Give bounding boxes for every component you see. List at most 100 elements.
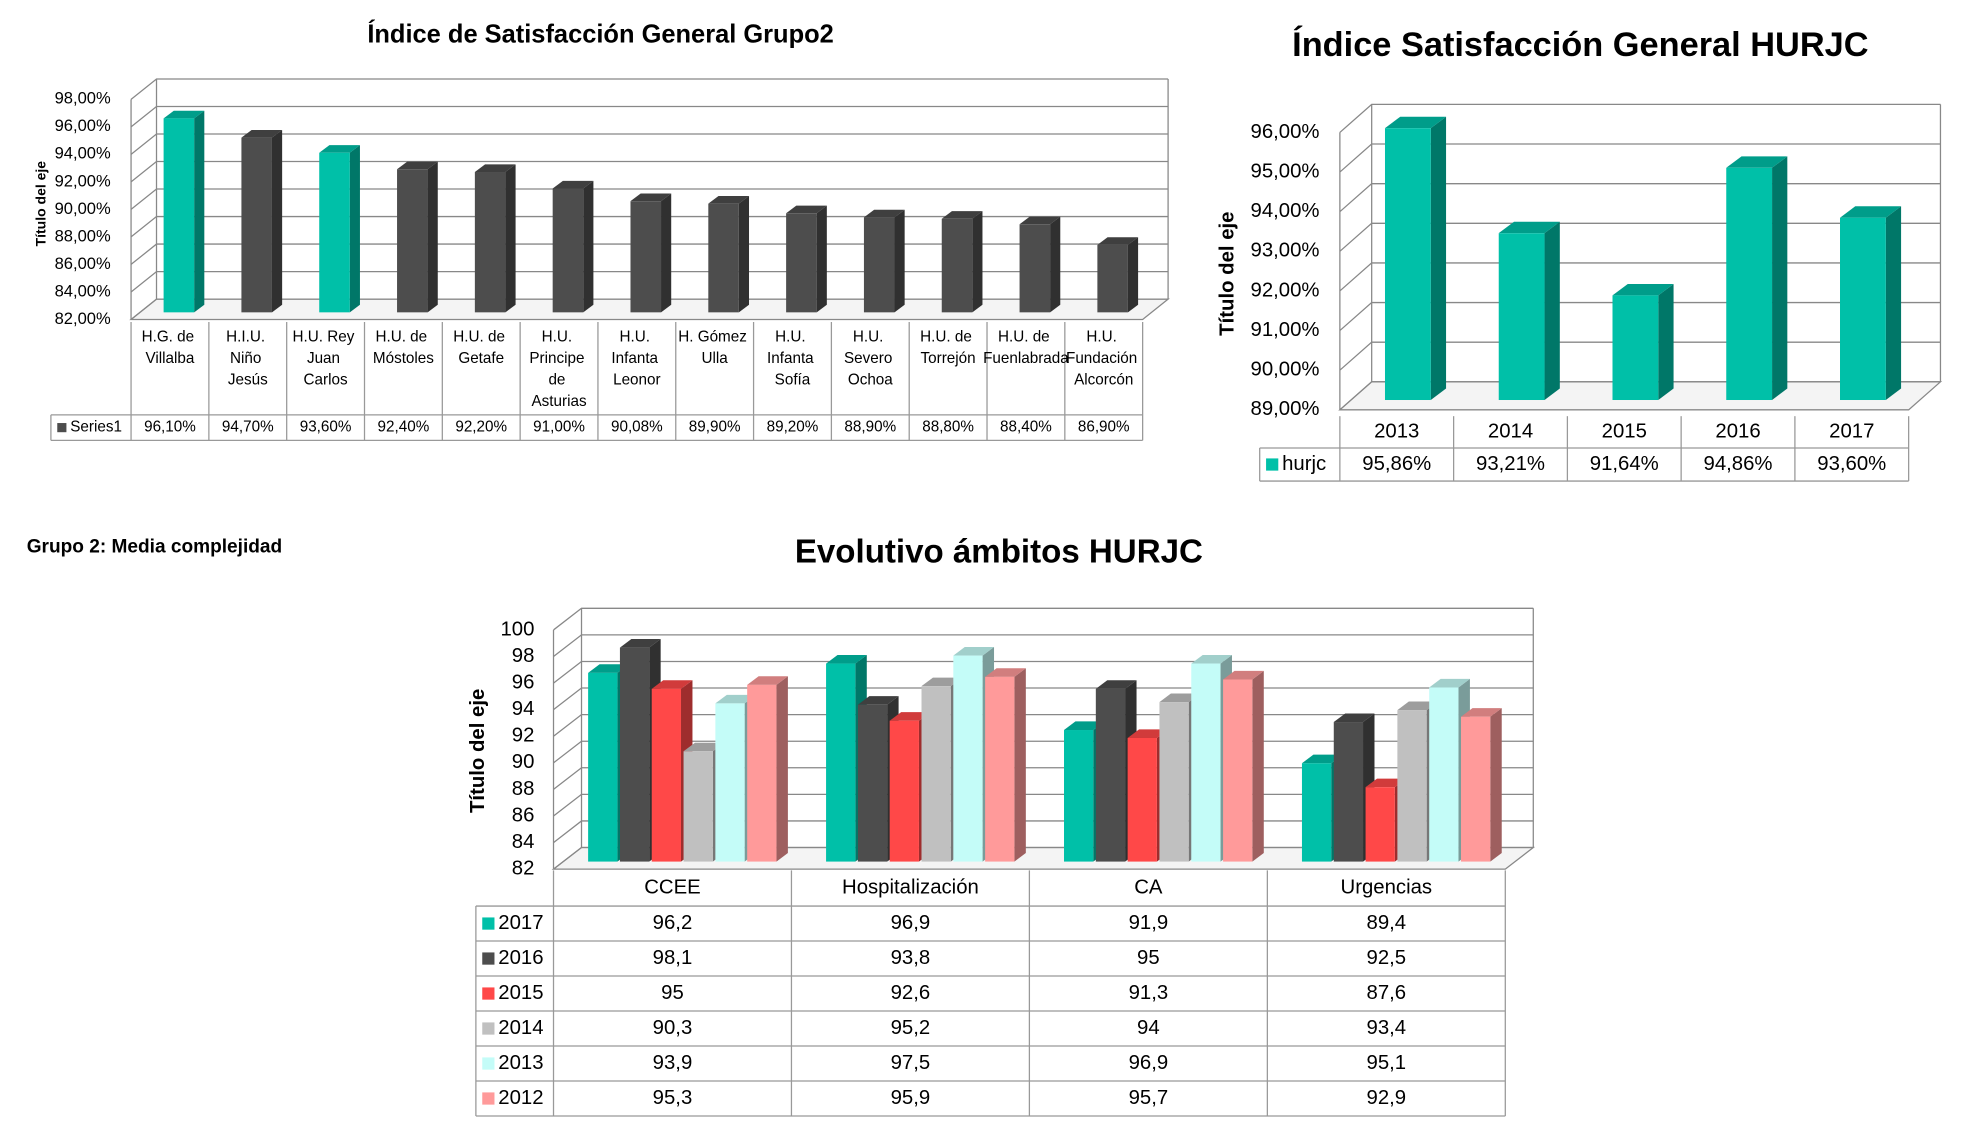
bar-front: [1301, 763, 1332, 862]
bar-front: [708, 203, 739, 313]
bar-side: [1885, 206, 1902, 401]
bar-top: [1461, 708, 1502, 717]
data-label: 96,10%: [144, 419, 196, 436]
data-label: 89,4: [1367, 912, 1407, 934]
data-label: 88,40%: [1000, 419, 1052, 436]
legend-label: 2013: [498, 1052, 543, 1074]
y-tick-label: 96,00%: [1251, 121, 1320, 143]
bar-top: [474, 164, 516, 173]
bar: [241, 129, 283, 313]
y-tick-label: 94,00%: [55, 144, 111, 163]
legend-label: 2017: [498, 912, 543, 934]
x-tick-label: 2017: [1829, 420, 1874, 442]
y-tick-label: 92,00%: [55, 171, 111, 190]
bar-front: [1429, 687, 1459, 862]
bar-top: [1095, 680, 1137, 689]
data-label: 92,40%: [378, 419, 430, 436]
bar-top: [786, 205, 827, 214]
data-label: 95,3: [653, 1087, 693, 1109]
x-tick-label: 2013: [1374, 420, 1419, 442]
data-label: 90,08%: [611, 419, 663, 436]
bar-side: [1430, 116, 1447, 401]
x-tick-label: H.U. Infanta Leonor: [611, 328, 662, 388]
bar-side: [349, 145, 360, 313]
legend-swatch: [57, 423, 67, 433]
bar-side: [1544, 221, 1560, 401]
y-axis-title: Título del eje: [1216, 211, 1238, 335]
data-label: 92,20%: [455, 419, 507, 436]
bar-top: [708, 196, 750, 204]
y-tick-label: 98: [512, 645, 535, 667]
x-tick-label: 2014: [1488, 420, 1533, 442]
bar-top: [1159, 693, 1201, 703]
data-label: 95: [661, 982, 684, 1004]
legend-label: 2012: [498, 1087, 543, 1109]
bar-top: [857, 696, 899, 705]
bar-side: [661, 193, 672, 313]
data-label: 92,9: [1367, 1087, 1407, 1109]
y-tick-label: 96: [512, 671, 535, 693]
x-tick-label: CA: [1134, 877, 1163, 899]
y-tick-label: 82: [512, 858, 535, 880]
grid-line: [553, 634, 1534, 658]
bar-top: [163, 110, 205, 119]
y-tick-label: 100: [500, 618, 534, 640]
y-tick-label: 82,00%: [55, 309, 111, 328]
data-label: 89,90%: [689, 419, 741, 436]
bar-top: [397, 161, 438, 170]
bar-front: [747, 684, 777, 862]
bar: [552, 180, 594, 313]
x-tick-label: H.U. de Móstoles: [373, 328, 434, 367]
bar-front: [1019, 224, 1051, 313]
bar-front: [1726, 167, 1773, 401]
bar-front: [863, 217, 895, 313]
bar: [786, 205, 827, 313]
bar-top: [1726, 156, 1788, 168]
x-tick-label: H.I.U. Niño Jesús: [226, 328, 269, 388]
y-tick-label: 88,00%: [55, 226, 111, 245]
bar-top: [953, 647, 995, 656]
chart-title: Índice Satisfacción General HURJC: [1292, 24, 1868, 64]
legend-label: hurjc: [1282, 453, 1326, 475]
bar-top: [1019, 216, 1061, 225]
bar-front: [1191, 663, 1221, 862]
x-tick-label: H.G. de Villalba: [142, 328, 199, 367]
grid-line: [130, 298, 1169, 320]
bar-front: [319, 152, 350, 313]
legend-swatch: [482, 917, 495, 930]
grid-line: [1339, 103, 1941, 133]
bar-side: [427, 161, 438, 313]
bar: [1726, 156, 1788, 401]
x-tick-label: H.U. Fundación Alcorcón: [1066, 328, 1141, 388]
bar-front: [857, 704, 888, 862]
x-tick-label: H.U. de Torrejón: [920, 328, 976, 367]
grid-line: [130, 78, 1169, 100]
bar-front: [953, 655, 983, 862]
bar-front: [1612, 295, 1659, 401]
bar-front: [941, 218, 973, 313]
chart-title: Índice de Satisfacción General Grupo2: [367, 19, 834, 48]
grid-line: [130, 270, 1169, 293]
bar-top: [630, 193, 672, 202]
bar: [941, 211, 983, 313]
x-tick-label: 2016: [1715, 420, 1760, 442]
y-tick-label: 86: [512, 804, 535, 826]
bar-top: [715, 694, 757, 704]
bar-front: [683, 751, 713, 862]
bar-front: [1159, 702, 1189, 862]
bar-top: [941, 211, 983, 219]
bar-top: [1384, 116, 1447, 129]
data-label: 92,5: [1367, 947, 1407, 969]
bar-front: [1461, 716, 1491, 862]
grid-line: [130, 105, 1169, 128]
bar-top: [241, 129, 283, 138]
grid-line: [1339, 143, 1941, 173]
grid-line: [553, 713, 1534, 737]
data-label: 96,2: [653, 912, 693, 934]
y-tick-label: 94,00%: [1251, 200, 1320, 222]
bar-front: [163, 118, 195, 313]
bar-top: [1397, 701, 1439, 711]
bar-side: [1490, 708, 1502, 862]
bar-front: [1064, 730, 1094, 862]
